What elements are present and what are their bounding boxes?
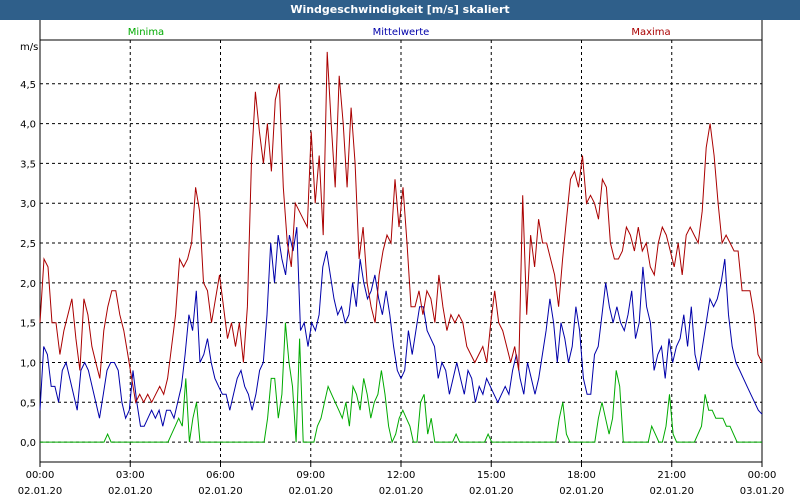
- x-tick-date: 02.01.20: [18, 486, 63, 497]
- x-tick-time: 12:00: [387, 470, 416, 481]
- y-tick-label: 2,5: [20, 239, 36, 250]
- y-axis-label: m/s: [20, 42, 38, 53]
- series-line-minima: [40, 322, 762, 444]
- series-lines: [39, 51, 763, 444]
- series-line-mittelwerte: [39, 227, 763, 427]
- x-tick-time: 15:00: [477, 470, 506, 481]
- y-tick-label: 0,0: [20, 438, 36, 449]
- chart-title: Windgeschwindigkeit [m/s] skaliert: [0, 0, 800, 20]
- legend-minima: Minima: [128, 27, 164, 38]
- series-line-maxima: [39, 51, 763, 404]
- x-tick-time: 00:00: [748, 470, 777, 481]
- x-tick-time: 06:00: [206, 470, 235, 481]
- y-tick-label: 4,0: [20, 120, 36, 131]
- x-tick-time: 21:00: [657, 470, 686, 481]
- x-tick-date: 02.01.20: [288, 486, 333, 497]
- x-tick-time: 00:00: [26, 470, 55, 481]
- y-tick-label: 4,5: [20, 80, 36, 91]
- x-tick-time: 18:00: [567, 470, 596, 481]
- x-tick-date: 02.01.20: [649, 486, 694, 497]
- x-tick-date: 02.01.20: [469, 486, 514, 497]
- grid: [39, 40, 763, 467]
- x-tick-date: 03.01.20: [740, 486, 785, 497]
- x-tick-labels: 00:00 02.01.20 03:00 02.01.20 06:00 02.01.20 0…: [18, 470, 785, 497]
- x-tick-date: 02.01.20: [108, 486, 153, 497]
- y-tick-label: 3,5: [20, 159, 36, 170]
- x-tick-time: 09:00: [296, 470, 325, 481]
- x-tick-date: 02.01.20: [559, 486, 604, 497]
- x-tick-time: 03:00: [116, 470, 145, 481]
- y-tick-label: 0,5: [20, 398, 36, 409]
- legend-maxima: Maxima: [631, 27, 670, 38]
- y-tick-labels: 0,0 0,5 1,0 1,5 2,0 2,5 3,0 3,5 4,0 4,5: [20, 80, 36, 449]
- y-tick-label: 1,5: [20, 319, 36, 330]
- legend-mittelwerte: Mittelwerte: [373, 27, 430, 38]
- x-tick-date: 02.01.20: [379, 486, 424, 497]
- x-tick-date: 02.01.20: [198, 486, 243, 497]
- y-tick-label: 1,0: [20, 358, 36, 369]
- y-tick-label: 3,0: [20, 199, 36, 210]
- y-tick-label: 2,0: [20, 279, 36, 290]
